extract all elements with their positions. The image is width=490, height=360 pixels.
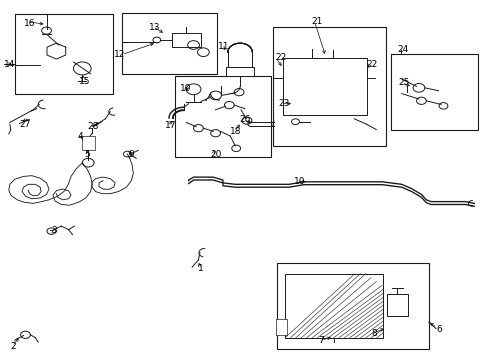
Text: 6: 6: [436, 325, 442, 334]
Text: 2: 2: [11, 342, 16, 351]
Bar: [277, 263, 429, 349]
Text: 14: 14: [4, 60, 15, 69]
Text: 25: 25: [398, 78, 409, 87]
Text: 8: 8: [371, 328, 377, 338]
Text: 19: 19: [180, 84, 192, 93]
Text: 7: 7: [318, 336, 324, 345]
Bar: [273, 27, 386, 146]
Text: 12: 12: [114, 50, 125, 59]
Text: 24: 24: [397, 45, 408, 54]
Text: 20: 20: [211, 150, 222, 158]
Text: 27: 27: [20, 120, 31, 129]
Text: 22: 22: [367, 60, 378, 69]
Bar: [391, 54, 478, 130]
Bar: [175, 76, 271, 157]
Text: 13: 13: [149, 22, 161, 31]
Bar: [15, 14, 113, 94]
Text: 17: 17: [165, 121, 176, 130]
Text: 16: 16: [24, 19, 35, 28]
Bar: [172, 33, 201, 47]
Bar: [387, 294, 408, 316]
Text: 9: 9: [128, 150, 134, 159]
Text: 15: 15: [79, 77, 91, 85]
Bar: [283, 58, 367, 115]
Text: 22: 22: [275, 53, 287, 62]
Bar: [226, 67, 254, 76]
Text: 4: 4: [77, 132, 83, 141]
Bar: [122, 13, 217, 74]
Bar: [82, 136, 95, 150]
Text: 5: 5: [84, 150, 90, 159]
Text: 3: 3: [51, 226, 57, 235]
Text: 10: 10: [294, 177, 305, 186]
Text: 11: 11: [218, 42, 229, 51]
Text: 21: 21: [311, 17, 322, 26]
Text: 28: 28: [87, 122, 98, 131]
Text: 1: 1: [198, 264, 204, 273]
Text: 23: 23: [278, 99, 290, 108]
Bar: [285, 274, 383, 338]
Text: 26: 26: [239, 115, 250, 124]
Bar: [276, 319, 287, 335]
Text: 18: 18: [230, 127, 242, 136]
